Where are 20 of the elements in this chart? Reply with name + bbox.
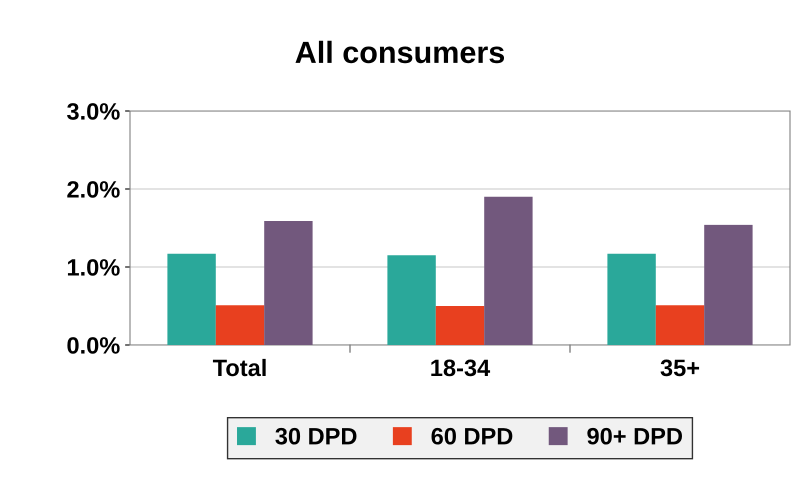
bar bbox=[704, 224, 753, 345]
bar bbox=[656, 305, 704, 345]
legend-label: 90+ DPD bbox=[587, 428, 682, 445]
bar bbox=[436, 306, 484, 345]
x-tick-label: Total bbox=[212, 358, 266, 376]
bar bbox=[387, 255, 436, 345]
bar bbox=[216, 305, 264, 345]
bar bbox=[607, 254, 656, 345]
y-tick-label: 0.0% bbox=[67, 337, 120, 354]
y-tick-label: 1.0% bbox=[68, 259, 120, 276]
legend-label: 60 DPD bbox=[432, 428, 512, 445]
x-tick-label: 18-34 bbox=[431, 360, 490, 376]
bar bbox=[484, 196, 533, 345]
bar bbox=[167, 254, 216, 345]
legend-label: 30 DPD bbox=[275, 428, 356, 445]
y-tick-label: 2.0% bbox=[67, 181, 120, 198]
x-tick-label: 35+ bbox=[660, 360, 700, 376]
bar bbox=[264, 220, 313, 345]
chart-title: All consumers bbox=[295, 40, 504, 64]
y-tick-label: 3.0% bbox=[67, 103, 120, 120]
